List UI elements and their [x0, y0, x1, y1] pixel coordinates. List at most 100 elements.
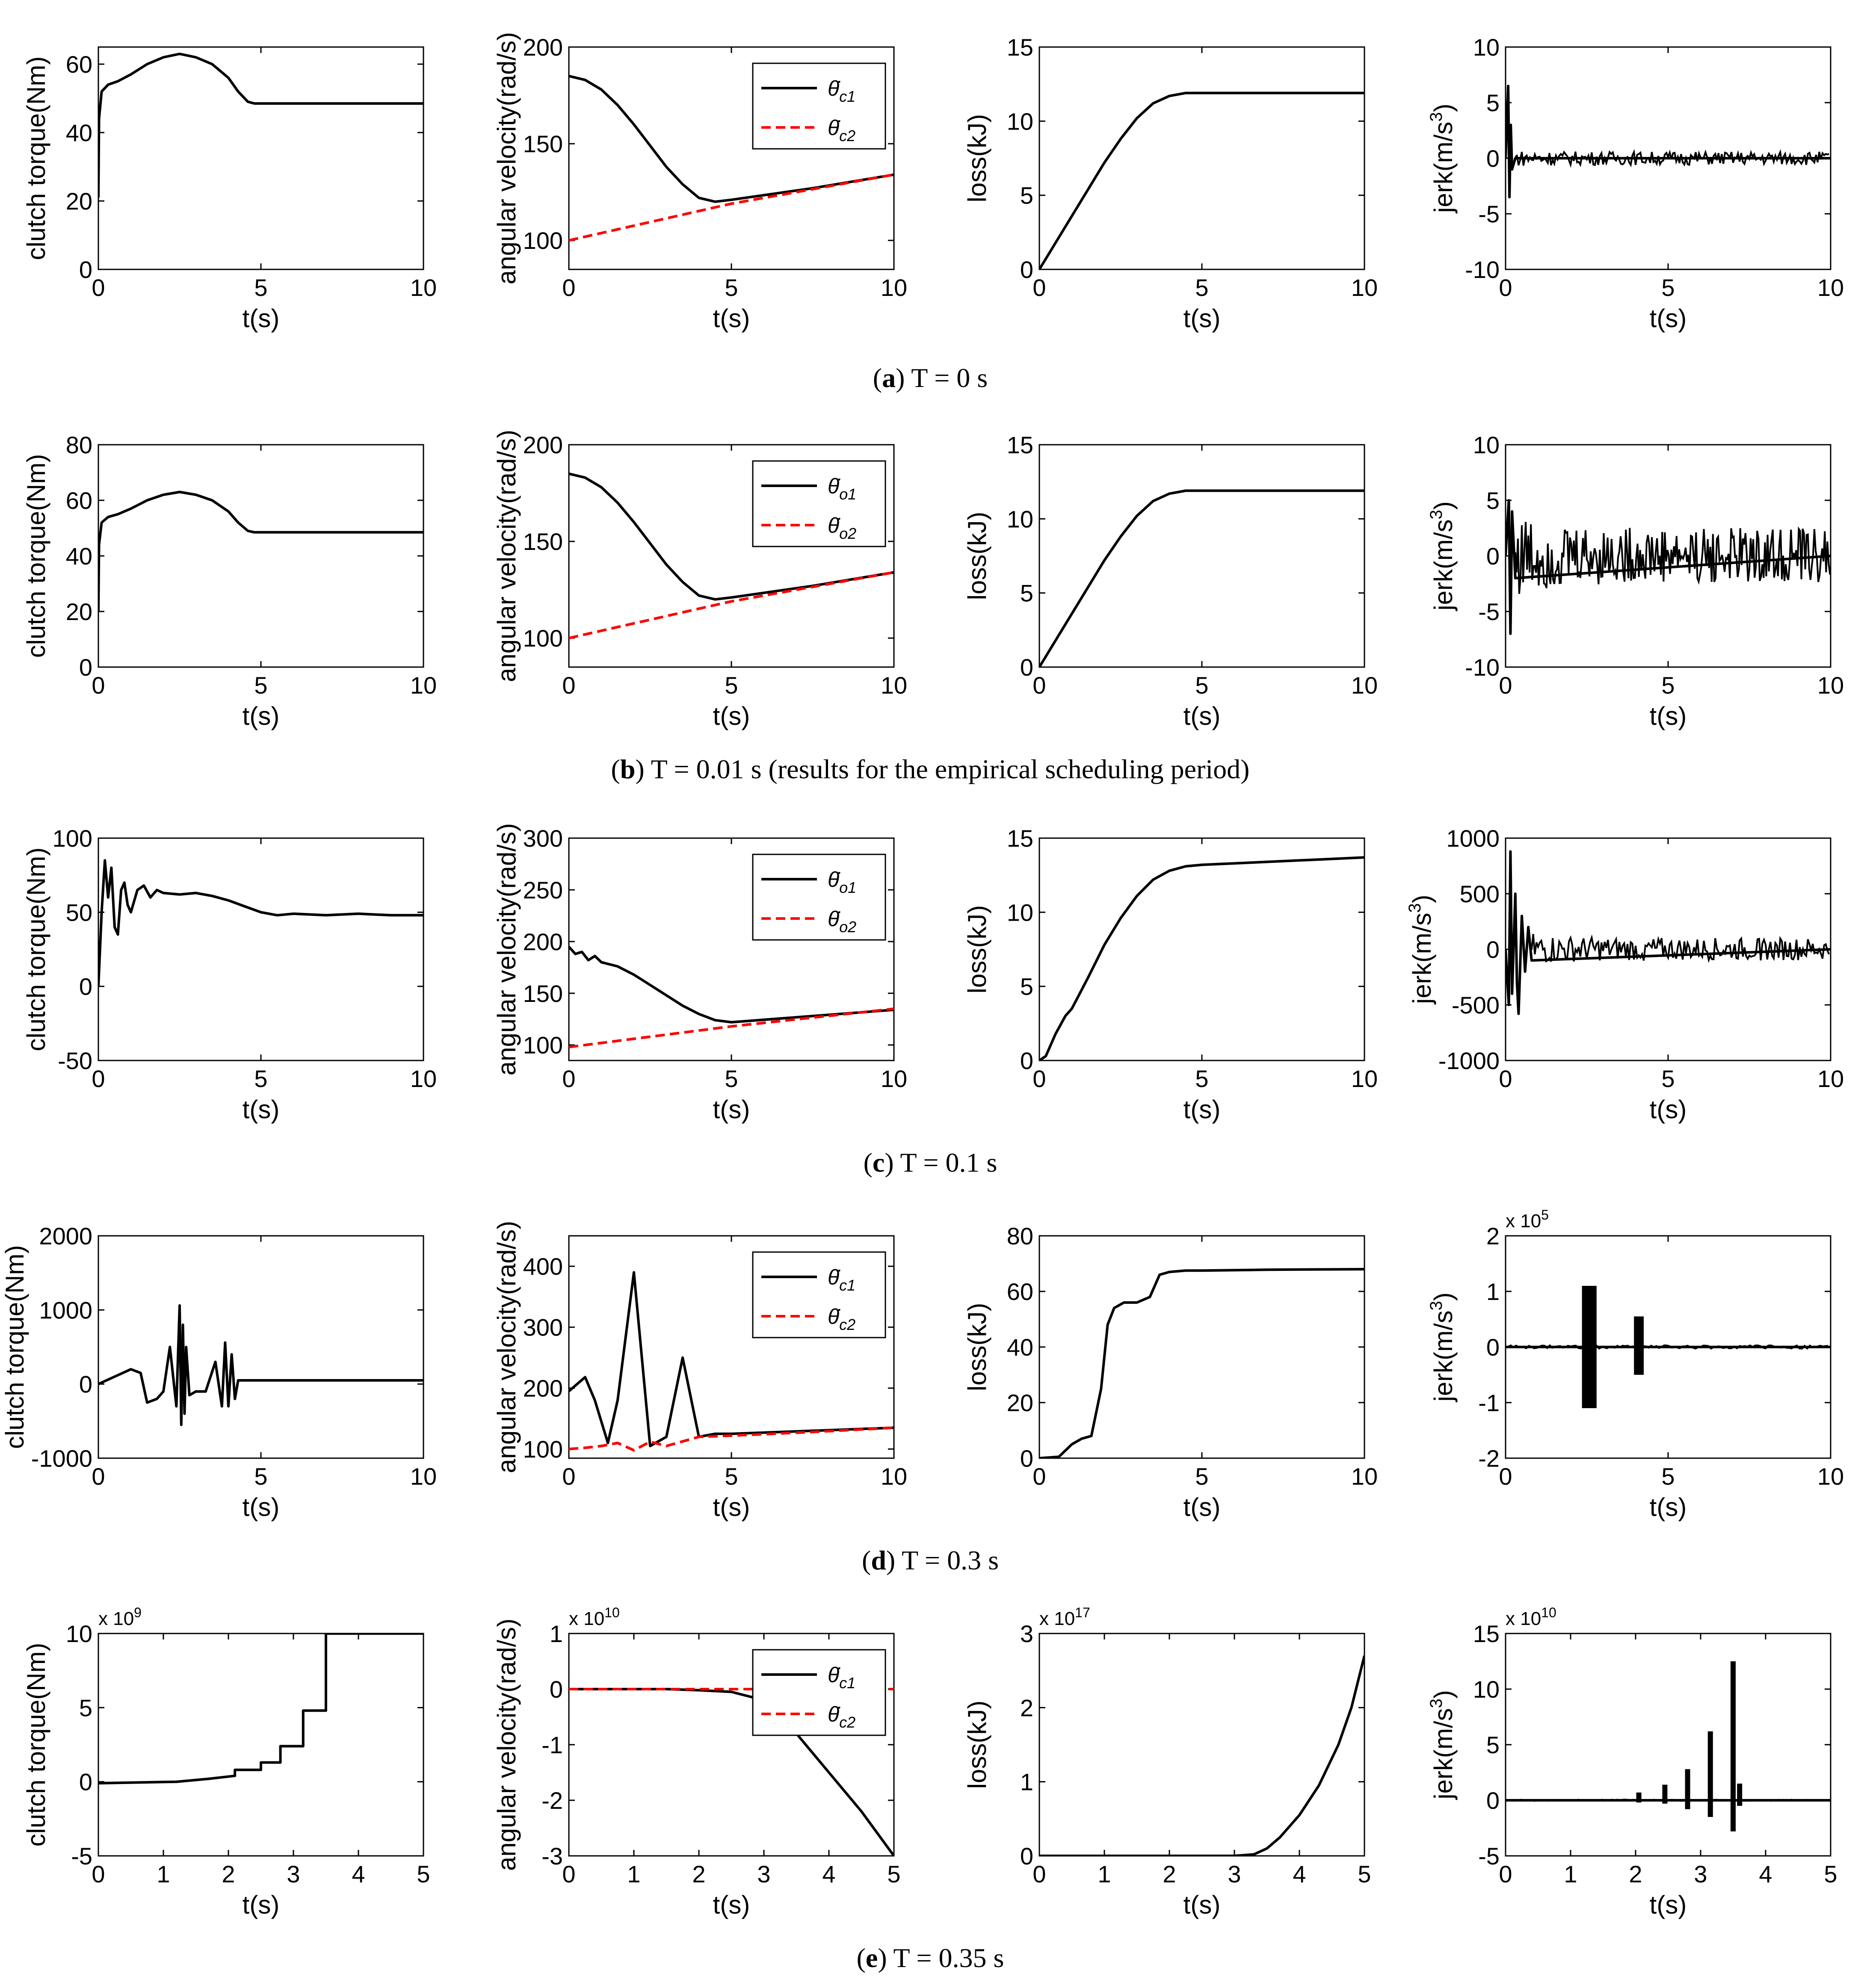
legend-frame — [752, 460, 886, 547]
y-tick-label: 200 — [523, 1375, 563, 1402]
x-tick-label: 5 — [725, 274, 738, 301]
caption-e-text: T = 0.35 s — [887, 1943, 1004, 1973]
y-tick-label: 0 — [550, 1676, 563, 1703]
y-tick-label: 0 — [1486, 1787, 1500, 1814]
y-tick-label: 3 — [1020, 1620, 1033, 1647]
y-tick-label: 10 — [1473, 431, 1500, 458]
y-tick-label: -2 — [541, 1787, 563, 1814]
x-tick-label: 10 — [410, 1065, 437, 1092]
series-line-1 — [569, 472, 894, 601]
x-axis-label: t(s) — [1183, 702, 1221, 730]
y-tick-label: 15 — [1007, 825, 1033, 852]
series-line-1 — [98, 490, 423, 612]
legend: θ̇o1 θ̇o2 — [752, 460, 886, 547]
x-tick-label: 5 — [725, 672, 738, 699]
y-tick-label: 1000 — [39, 1297, 92, 1323]
spike-mark — [1685, 1769, 1690, 1809]
x-tick-label: 4 — [1293, 1861, 1306, 1888]
y-axis-label: clutch torque(Nm) — [22, 848, 50, 1052]
y-tick-label: 0 — [1486, 1334, 1500, 1361]
x-tick-label: 5 — [725, 1065, 738, 1092]
y-tick-label: 2 — [1486, 1223, 1500, 1250]
x-tick-label: 10 — [1817, 1065, 1844, 1092]
y-tick-label: 2 — [1020, 1694, 1033, 1721]
x-axis-label: t(s) — [713, 1891, 750, 1919]
x-tick-label: 0 — [562, 274, 575, 301]
y-tick-label: 10 — [1007, 899, 1033, 926]
series-line-2-overlay — [569, 173, 894, 242]
y-tick-label: 150 — [523, 980, 563, 1007]
y-tick-label: 1 — [1020, 1769, 1033, 1796]
series-line-1 — [1039, 1268, 1364, 1458]
x-tick-label: 0 — [1499, 1065, 1512, 1092]
x-tick-label: 0 — [1033, 274, 1046, 301]
x-tick-label: 3 — [757, 1861, 770, 1888]
plot-area — [98, 444, 424, 668]
plot-data — [1506, 1286, 1831, 1408]
x-tick-label: 10 — [1351, 1065, 1378, 1092]
legend: θ̇c1 θ̇c2 — [752, 1649, 886, 1736]
series-line-1 — [569, 945, 894, 1024]
y-tick-label: 40 — [66, 119, 92, 146]
chart-d4: 0 5 10 -2 -1 0 1 2 t(s) jerk(m/s3) x 105 — [1427, 1207, 1844, 1521]
y-tick-label: 400 — [523, 1253, 563, 1280]
plot-data — [1506, 499, 1831, 635]
plot-area — [98, 837, 424, 1061]
x-tick-label: 0 — [1033, 1463, 1046, 1490]
y-tick-label: 0 — [79, 256, 92, 283]
x-axis-label: t(s) — [243, 1891, 280, 1919]
y-tick-label: 0 — [1020, 654, 1033, 681]
series-line-1 — [1039, 489, 1364, 667]
x-tick-label: 3 — [287, 1861, 300, 1888]
series-line-1 — [1506, 499, 1831, 635]
x-tick-label: 4 — [1759, 1861, 1772, 1888]
noise-line — [1514, 522, 1831, 594]
caption-b-text: T = 0.01 s (results for the empirical sc… — [645, 754, 1250, 784]
y-tick-label: 10 — [1007, 505, 1033, 532]
caption-a-text: T = 0 s — [905, 363, 988, 393]
x-tick-label: 0 — [562, 1065, 575, 1092]
y-axis-label: clutch torque(Nm) — [22, 454, 50, 658]
y-tick-label: 15 — [1007, 431, 1033, 458]
spike-mark — [1707, 1731, 1713, 1817]
x-axis-label: t(s) — [1650, 304, 1687, 333]
y-tick-label: -5 — [1478, 1843, 1500, 1870]
y-tick-label: -10 — [1465, 256, 1500, 283]
y-tick-label: 10 — [1007, 108, 1033, 135]
plot-data — [1039, 92, 1364, 269]
y-tick-label: -2 — [1478, 1445, 1500, 1472]
x-axis-label: t(s) — [1183, 1493, 1221, 1521]
x-axis-label: t(s) — [1650, 1891, 1687, 1919]
x-tick-label: 5 — [1195, 1463, 1208, 1490]
plot-data — [569, 1271, 894, 1452]
plot-data — [1039, 1268, 1364, 1458]
y-tick-label: 200 — [523, 431, 563, 458]
x-tick-label: 0 — [1499, 274, 1512, 301]
chart-d3: 0 5 10 0 20 40 60 80 t(s) loss(kJ) — [963, 1223, 1378, 1521]
plot-data — [1506, 85, 1831, 198]
plot-area — [98, 1235, 424, 1459]
axis-exponent: x 1017 — [1039, 1605, 1090, 1629]
y-axis-label: loss(kJ) — [963, 1303, 991, 1391]
x-tick-label: 5 — [254, 672, 267, 699]
y-tick-label: 0 — [1020, 1445, 1033, 1472]
plot-area — [98, 1633, 424, 1857]
y-tick-label: 5 — [1486, 1731, 1500, 1758]
x-tick-label: 0 — [92, 1861, 105, 1888]
x-tick-label: 2 — [1629, 1861, 1642, 1888]
x-tick-label: 5 — [254, 1463, 267, 1490]
x-tick-label: 5 — [887, 1861, 900, 1888]
series-line-1 — [569, 74, 894, 203]
x-tick-label: 5 — [1661, 1065, 1675, 1092]
series-line-1 — [1506, 850, 1831, 1015]
series-line-1 — [98, 1304, 423, 1426]
x-tick-label: 1 — [627, 1861, 640, 1888]
y-tick-label: -1 — [1478, 1389, 1500, 1416]
x-axis-label: t(s) — [713, 304, 750, 333]
y-tick-label: -1000 — [1438, 1047, 1500, 1074]
y-tick-label: 20 — [66, 598, 92, 625]
x-tick-label: 5 — [1661, 274, 1675, 301]
y-tick-label: 0 — [79, 654, 92, 681]
legend-frame — [752, 1649, 886, 1736]
y-tick-label: 5 — [1486, 487, 1500, 514]
